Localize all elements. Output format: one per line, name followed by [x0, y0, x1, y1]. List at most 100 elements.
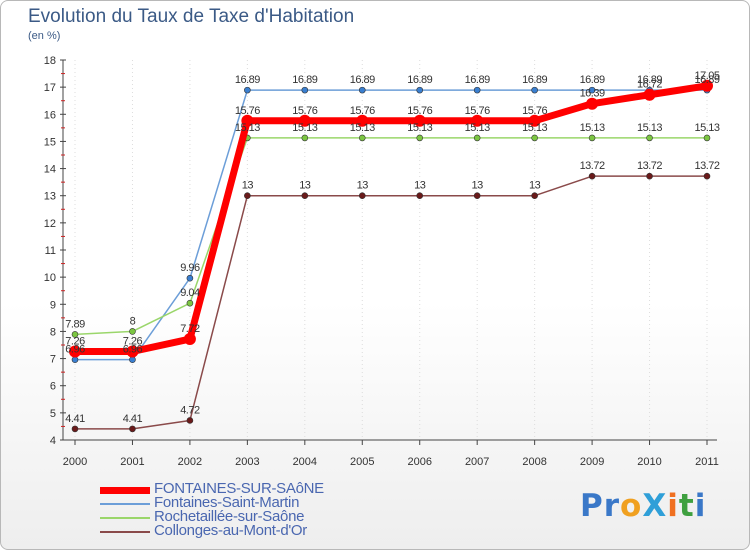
data-point: [701, 79, 713, 92]
data-label: 13: [242, 180, 254, 192]
data-label: 16.89: [694, 74, 719, 86]
series-line: [74, 175, 708, 430]
x-tick-label: 2009: [580, 456, 604, 468]
data-point: [358, 192, 366, 200]
data-point: [646, 134, 653, 142]
data-label: 9.04: [180, 287, 200, 299]
data-point: [473, 192, 481, 200]
x-tick-label: 2001: [120, 456, 144, 468]
data-label: 16.89: [407, 74, 432, 86]
y-tick-label: 9: [50, 299, 56, 311]
data-point: [473, 86, 481, 94]
legend-label: Rochetaillée-sur-Saône: [154, 508, 305, 525]
data-point: [71, 331, 79, 338]
data-point: [473, 134, 481, 142]
data-label: 15.76: [292, 105, 317, 117]
data-point: [244, 192, 251, 200]
data-label: 16.89: [235, 74, 260, 86]
data-point: [71, 425, 79, 433]
data-point: [471, 114, 484, 127]
x-tick-label: 2007: [465, 456, 489, 468]
data-label: 16.89: [637, 74, 662, 86]
data-label: 6.96: [65, 344, 85, 356]
data-point: [531, 86, 538, 94]
data-label: 7.89: [65, 318, 85, 330]
data-label: 16.89: [350, 74, 375, 86]
y-tick-label: 18: [44, 55, 56, 67]
data-label: 8: [130, 315, 136, 327]
chart-title: Evolution du Taux de Taxe d'Habitation: [28, 6, 355, 27]
data-point: [588, 134, 596, 142]
y-tick-label: 17: [44, 82, 56, 94]
data-point: [356, 114, 369, 127]
brand-letter: o: [620, 488, 643, 524]
brand-letter: i: [694, 488, 707, 524]
data-label: 15.13: [694, 122, 719, 134]
data-point: [129, 328, 136, 335]
data-point: [588, 86, 596, 94]
x-tick-label: 2000: [63, 456, 87, 468]
data-label: 13.72: [637, 160, 662, 172]
data-label: 4.41: [123, 413, 143, 425]
data-label: 15.13: [465, 122, 490, 134]
data-point: [301, 86, 309, 94]
data-point: [301, 192, 309, 200]
data-point: [244, 86, 251, 94]
data-point: [126, 345, 139, 358]
data-point: [703, 172, 711, 180]
data-label: 4.41: [65, 413, 85, 425]
data-point: [241, 114, 254, 127]
y-tick-label: 11: [45, 245, 56, 257]
data-label: 13: [414, 180, 426, 192]
data-point: [586, 97, 599, 110]
series-fontaines-saint-martin: [71, 86, 711, 363]
data-point: [416, 134, 424, 142]
legend-swatch: [100, 517, 150, 519]
legend-label: Fontaines-Saint-Martin: [154, 494, 300, 511]
data-point: [646, 172, 653, 180]
legend-swatch: [100, 503, 150, 505]
data-label: 15.13: [522, 122, 547, 134]
brand-letter: r: [603, 488, 621, 524]
y-tick-label: 6: [50, 381, 56, 393]
data-label: 16.89: [522, 74, 547, 86]
data-label: 4.72: [180, 404, 200, 416]
data-point: [71, 356, 79, 363]
series-fontaines-sur-sa-ne: [69, 79, 713, 358]
x-tick-label: 2011: [695, 456, 719, 468]
y-tick-label: 10: [44, 272, 56, 284]
data-label: 16.89: [580, 74, 605, 86]
legend-swatch: [100, 486, 150, 494]
chart-subtitle: (en %): [28, 30, 61, 42]
series-layer: [69, 79, 713, 433]
data-point: [416, 86, 424, 94]
x-tick-label: 2008: [522, 456, 546, 468]
data-label: 15.13: [235, 122, 260, 134]
x-tick-label: 2003: [235, 456, 259, 468]
data-label: 15.13: [407, 122, 432, 134]
data-label: 13: [472, 180, 484, 192]
data-label: 13.72: [580, 160, 605, 172]
y-tick-label: 16: [44, 109, 56, 121]
data-point: [413, 114, 426, 127]
data-label: 7.26: [65, 336, 85, 348]
data-point: [69, 345, 81, 358]
data-point: [301, 134, 309, 142]
y-tick-label: 13: [44, 191, 56, 203]
series-line: [74, 89, 708, 361]
x-tick-label: 2006: [407, 456, 431, 468]
data-point: [186, 417, 194, 424]
data-point: [643, 88, 656, 101]
legend-swatch: [100, 531, 150, 533]
series-line: [74, 137, 708, 336]
brand-letter: P: [580, 488, 604, 524]
y-tick-label: 5: [50, 408, 56, 420]
axes: 4 5 6 7 8 9 10 11 12 13 14 15 16 17 18 2000 2001 2002 2003…: [44, 55, 719, 468]
data-label: 15.76: [407, 105, 432, 117]
series-rochetaill-e-sur-sa-ne: [71, 134, 711, 338]
data-label: 15.76: [465, 105, 490, 117]
data-label: 13.72: [694, 160, 719, 172]
y-tick-label: 12: [44, 218, 56, 230]
